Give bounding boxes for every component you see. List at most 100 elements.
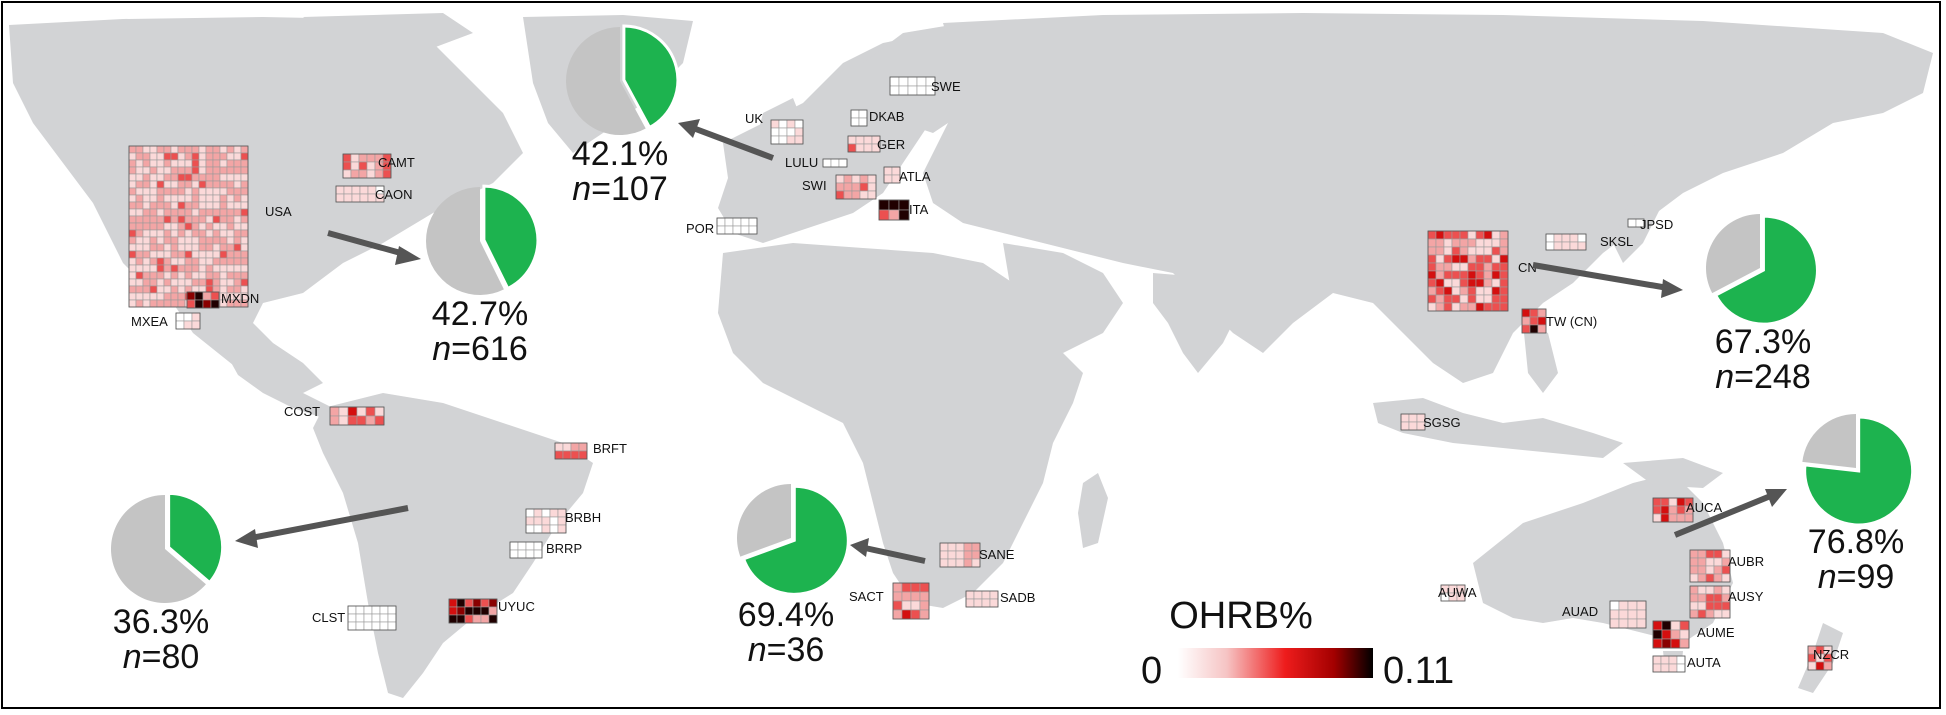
central-america-land [223,348,333,418]
asia-land [923,13,1933,383]
pie-percent-label: 42.7% [432,295,528,333]
world-map: USA CAMT CAON MXDN MXEA UK DKAB SWE GER LULU SWI AT… [9,13,1933,698]
africa-land [718,243,1083,608]
site-label-brrp: BRRP [546,541,582,556]
arrow-europe [691,125,775,161]
heatmap-tile-ausy [1689,585,1731,619]
site-label-usa: USA [265,204,292,219]
pie-slice-positive [482,184,540,291]
legend-max-label: 0.11 [1383,650,1454,692]
site-label-cost: COST [284,404,320,419]
japan-land [1613,133,1673,263]
site-label-ausy: AUSY [1728,589,1764,604]
heatmap-tile-sksl [1545,233,1587,251]
pie-percent-label: 69.4% [738,596,834,634]
ohrb-legend: OHRB% 0 0.11 [1141,595,1454,692]
site-label-swi: SWI [802,178,827,193]
pie-europe: 42.1%n=107 [566,24,680,208]
pie-percent-label: 42.1% [572,135,668,173]
heatmap-tile-por [716,217,758,235]
pie-slice-positive [167,491,225,585]
heatmap-tile-camt [342,153,392,179]
pie-slice-negative [736,484,791,557]
heatmap-tile-aume [1652,620,1690,649]
heatmap-tile-uk [770,119,804,145]
site-label-cn: CN [1518,260,1537,275]
arrow-head-east-asia [1661,279,1683,298]
heatmap-tile-auwa [1440,584,1466,602]
heatmap-tile-dkab [850,109,868,127]
site-label-uk: UK [745,111,763,126]
heatmap-tile-auta [1652,655,1686,673]
arrow-head-north-america [395,246,421,265]
site-label-sgsg: SGSG [1423,415,1461,430]
pie-n-label: n=99 [1818,558,1895,596]
heatmap-tile-sadb [965,590,999,608]
site-label-auad: AUAD [1562,604,1598,619]
heatmap-tile-clst [347,605,397,631]
pie-slice-negative [566,27,646,135]
site-label-sact: SACT [849,589,884,604]
arrow-south-america [250,505,409,541]
madagascar-land [1078,473,1108,548]
pie-slice-negative [425,187,504,295]
pie-east-asia: 67.3%n=248 [1706,214,1819,396]
north-america-land [9,17,523,393]
new-guinea-land [1623,458,1723,488]
heatmap-tile-brft [554,442,588,460]
pie-slice-positive [622,24,680,130]
site-label-uyuc: UYUC [498,599,535,614]
site-label-clst: CLST [312,610,345,625]
pie-n-label: n=616 [432,330,528,368]
arrow-africa [864,545,926,564]
site-label-sksl: SKSL [1600,234,1633,249]
pie-north-america: 42.7%n=616 [425,184,540,368]
se-asia-islands-land [1373,398,1623,458]
heatmap-tile-mxdn [186,291,220,309]
pie-n-label: n=107 [572,170,668,208]
legend-gradient-bar [1178,648,1373,678]
pie-n-label: n=248 [1715,358,1811,396]
philippines-land [1523,323,1558,393]
heatmap-tile-mxea [175,312,201,330]
pie-percent-label: 36.3% [113,603,209,641]
site-label-atla: ATLA [899,169,931,184]
heatmap-tile-ita [878,199,910,221]
heatmap-tile-uyuc [448,598,498,624]
heatmap-tile-nzcr [1807,645,1833,671]
pie-slice-positive [741,484,850,596]
heatmap-tile-swe [889,76,936,96]
site-label-swe: SWE [931,79,961,94]
heatmap-tile-cn [1427,230,1509,312]
heatmap-tiles [128,76,1833,673]
heatmap-tile-sane [939,542,981,568]
site-label-mxdn: MXDN [221,291,259,306]
site-label-auca: AUCA [1686,500,1722,515]
pie-percent-label: 76.8% [1808,523,1904,561]
heatmap-tile-jpsd [1627,218,1645,228]
heatmap-tile-sgsg [1400,413,1426,431]
site-labels: USA CAMT CAON MXDN MXEA UK DKAB SWE GER LULU SWI AT… [131,79,1849,670]
arrow-north-america [327,230,409,258]
pie-slice-negative [1802,414,1856,468]
pie-slice-negative [110,495,206,604]
arrows [235,119,1787,564]
site-label-dkab: DKAB [869,109,904,124]
heatmap-tile-sact [892,582,930,620]
pie-slice-positive [1803,415,1915,527]
site-label-ger: GER [877,137,905,152]
arrow-head-south-america [235,529,258,548]
heatmap-tile-swi [835,174,877,200]
site-label-sadb: SADB [1000,590,1035,605]
pie-africa: 69.4%n=36 [736,484,850,669]
pie-slice-positive [1713,214,1819,326]
pie-percent-label: 67.3% [1715,323,1811,361]
heatmap-tile-ger [847,135,881,153]
heatmap-tile-atla [883,166,901,184]
site-label-lulu: LULU [785,155,818,170]
heatmap-tile-auad [1609,600,1647,629]
pie-n-label: n=80 [123,638,200,676]
site-label-nzcr: NZCR [1813,647,1849,662]
site-label-sane: SANE [979,547,1015,562]
